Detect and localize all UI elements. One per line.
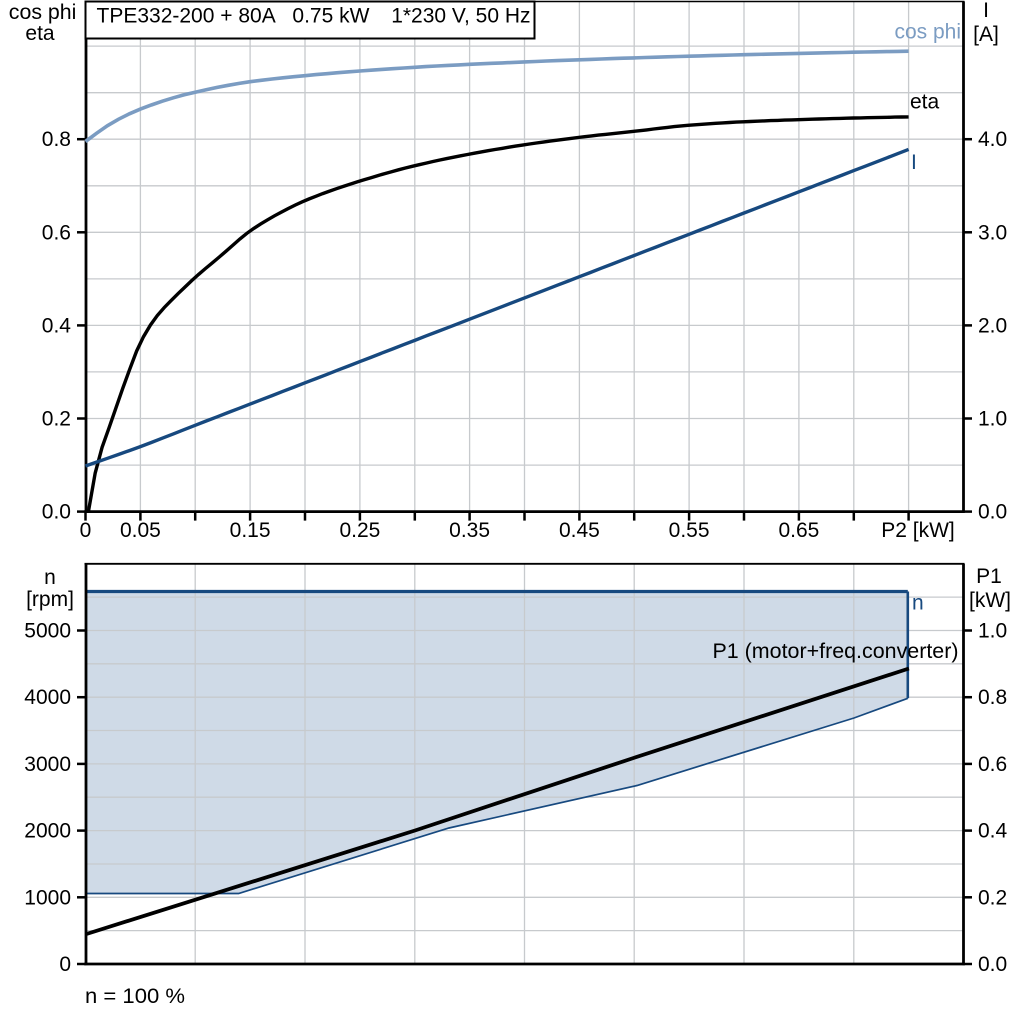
svg-text:0.8: 0.8 [42, 128, 71, 151]
svg-text:0.4: 0.4 [42, 314, 72, 337]
svg-text:[A]: [A] [973, 23, 999, 46]
svg-text:0.0: 0.0 [42, 501, 71, 524]
svg-text:[kW]: [kW] [969, 589, 1011, 612]
svg-text:0.35: 0.35 [449, 519, 490, 542]
svg-text:5000: 5000 [24, 620, 71, 643]
svg-text:0.6: 0.6 [978, 753, 1007, 776]
svg-text:0.45: 0.45 [559, 519, 600, 542]
svg-text:P1 (motor+freq.converter): P1 (motor+freq.converter) [713, 640, 959, 663]
svg-text:0.8: 0.8 [978, 686, 1007, 709]
svg-text:1*230 V, 50 Hz: 1*230 V, 50 Hz [391, 4, 530, 27]
svg-text:0: 0 [80, 519, 92, 542]
svg-text:P1: P1 [976, 565, 1002, 588]
svg-text:cos phi: cos phi [894, 21, 961, 44]
svg-text:0.6: 0.6 [42, 221, 71, 244]
svg-text:I: I [983, 0, 989, 22]
svg-text:2.0: 2.0 [978, 314, 1007, 337]
svg-text:eta: eta [910, 91, 940, 114]
svg-text:0.75 kW: 0.75 kW [292, 4, 369, 27]
svg-text:0.4: 0.4 [978, 820, 1008, 843]
svg-text:0.55: 0.55 [669, 519, 710, 542]
svg-text:4.0: 4.0 [978, 128, 1007, 151]
svg-text:[rpm]: [rpm] [26, 588, 74, 611]
svg-text:0.0: 0.0 [978, 501, 1007, 524]
svg-text:0.0: 0.0 [978, 953, 1007, 976]
svg-text:eta: eta [25, 22, 55, 45]
svg-text:0.2: 0.2 [42, 408, 71, 431]
svg-text:TPE332-200 + 80A: TPE332-200 + 80A [97, 4, 276, 27]
svg-text:0.2: 0.2 [978, 886, 1007, 909]
svg-text:2000: 2000 [24, 820, 71, 843]
svg-text:1.0: 1.0 [978, 620, 1007, 643]
svg-text:n: n [912, 592, 924, 615]
svg-text:0.65: 0.65 [778, 519, 819, 542]
svg-text:P2 [kW]: P2 [kW] [881, 519, 955, 542]
svg-text:0: 0 [59, 953, 71, 976]
svg-text:1.0: 1.0 [978, 408, 1007, 431]
svg-text:4000: 4000 [24, 686, 71, 709]
svg-text:n: n [44, 566, 56, 589]
svg-text:n = 100 %: n = 100 % [85, 985, 185, 1008]
svg-text:I: I [911, 151, 917, 174]
svg-text:0.05: 0.05 [120, 519, 161, 542]
svg-text:3000: 3000 [24, 753, 71, 776]
svg-text:0.15: 0.15 [230, 519, 271, 542]
svg-text:0.25: 0.25 [339, 519, 380, 542]
svg-text:3.0: 3.0 [978, 221, 1007, 244]
svg-text:1000: 1000 [24, 886, 71, 909]
svg-text:cos phi: cos phi [9, 1, 77, 24]
